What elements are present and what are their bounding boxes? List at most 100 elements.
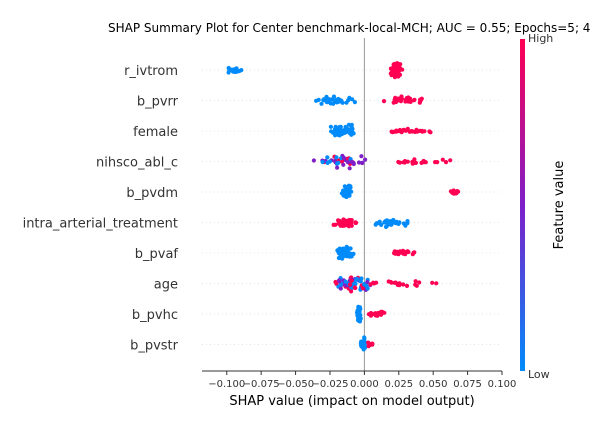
shap-point-female	[346, 122, 351, 127]
shap-point-nihsco_abl_c	[360, 160, 365, 165]
shap-point-b_pvrr	[324, 94, 329, 99]
shap-point-intra_arterial_treatment	[383, 224, 389, 229]
shap-point-age	[413, 282, 418, 287]
x-tick-label: −0.100	[208, 379, 245, 390]
x-tick-label: −0.075	[243, 379, 280, 390]
shap-point-r_ivtrom	[237, 69, 242, 74]
shap-point-intra_arterial_treatment	[377, 219, 382, 224]
colorbar-high-label: High	[528, 32, 553, 45]
shap-point-age	[368, 282, 373, 287]
shap-point-r_ivtrom	[394, 62, 399, 67]
shap-point-nihsco_abl_c	[335, 161, 340, 166]
shap-point-b_pvaf	[410, 252, 415, 257]
shap-point-female	[409, 129, 414, 134]
shap-point-b_pvrr	[340, 100, 345, 105]
shap-point-b_pvrr	[352, 100, 357, 105]
shap-point-female	[349, 122, 354, 127]
shap-point-b_pvstr	[362, 336, 367, 341]
shap-point-b_pvhc	[374, 313, 379, 318]
shap-point-r_ivtrom	[234, 66, 239, 71]
shap-point-b_pvrr	[398, 99, 403, 104]
colorbar-title: Feature value	[552, 161, 567, 250]
x-axis-label: SHAP value (impact on model output)	[229, 394, 474, 409]
shap-point-female	[333, 133, 338, 138]
shap-point-nihsco_abl_c	[448, 158, 453, 163]
shap-point-b_pvrr	[319, 101, 324, 106]
shap-point-nihsco_abl_c	[335, 165, 340, 170]
shap-point-age	[353, 285, 358, 291]
shap-point-female	[389, 129, 394, 134]
shap-point-nihsco_abl_c	[341, 162, 346, 167]
shap-point-b_pvhc	[356, 318, 362, 324]
shap-point-age	[386, 279, 391, 284]
shap-point-b_pvdm	[349, 189, 354, 194]
shap-point-b_pvhc	[355, 310, 360, 315]
feature-label-b_pvdm: b_pvdm	[126, 186, 178, 201]
shap-point-b_pvaf	[340, 256, 345, 261]
shap-point-nihsco_abl_c	[345, 160, 350, 165]
shap-point-age	[417, 280, 422, 285]
shap-point-age	[397, 282, 402, 287]
shap-point-age	[362, 282, 367, 287]
shap-point-intra_arterial_treatment	[341, 217, 346, 222]
shap-point-r_ivtrom	[393, 74, 398, 79]
shap-point-b_pvrr	[332, 99, 337, 104]
shap-point-b_pvstr	[359, 343, 364, 348]
feature-label-nihsco_abl_c: nihsco_abl_c	[96, 156, 178, 171]
shap-point-intra_arterial_treatment	[344, 221, 349, 226]
x-tick-label: 0.100	[488, 379, 517, 390]
shap-point-b_pvrr	[404, 96, 409, 101]
shap-point-b_pvaf	[392, 251, 397, 256]
x-tick-label: 0.075	[453, 379, 482, 390]
shap-point-nihsco_abl_c	[363, 157, 368, 162]
shap-point-nihsco_abl_c	[356, 160, 362, 165]
shap-point-b_pvaf	[400, 248, 406, 253]
shap-point-intra_arterial_treatment	[394, 220, 399, 225]
feature-label-b_pvaf: b_pvaf	[135, 247, 179, 262]
shap-point-age	[434, 281, 439, 286]
x-tick-label: −0.025	[311, 379, 348, 390]
shap-point-intra_arterial_treatment	[386, 222, 391, 227]
shap-point-female	[419, 128, 424, 134]
shap-point-age	[349, 278, 354, 283]
x-tick-label: 0.025	[384, 379, 413, 390]
shap-point-female	[347, 130, 352, 136]
shap-point-female	[337, 126, 342, 131]
shap-point-nihsco_abl_c	[349, 159, 354, 164]
shap-point-b_pvaf	[396, 252, 401, 257]
shap-point-r_ivtrom	[389, 73, 394, 78]
feature-label-age: age	[154, 278, 178, 293]
shap-point-intra_arterial_treatment	[349, 218, 354, 223]
shap-point-b_pvaf	[406, 249, 411, 255]
shap-point-b_pvdm	[343, 185, 348, 190]
shap-point-nihsco_abl_c	[420, 160, 425, 165]
shap-point-b_pvaf	[346, 252, 352, 257]
shap-point-b_pvdm	[339, 191, 344, 196]
shap-point-age	[354, 276, 359, 281]
shap-point-intra_arterial_treatment	[348, 222, 353, 228]
shap-point-nihsco_abl_c	[443, 160, 449, 165]
shap-point-nihsco_abl_c	[320, 159, 325, 165]
shap-point-b_pvstr	[361, 347, 366, 352]
shap-point-b_pvaf	[348, 246, 353, 251]
shap-point-age	[404, 283, 410, 288]
shap-point-b_pvrr	[393, 99, 398, 104]
shap-point-b_pvrr	[406, 99, 411, 104]
shap-point-female	[397, 129, 402, 134]
shap-point-nihsco_abl_c	[327, 159, 332, 164]
feature-label-intra_arterial_treatment: intra_arterial_treatment	[23, 217, 178, 232]
shap-point-intra_arterial_treatment	[384, 218, 389, 223]
shap-point-nihsco_abl_c	[359, 154, 364, 159]
shap-point-b_pvdm	[342, 189, 347, 194]
shap-point-female	[328, 124, 333, 129]
shap-point-age	[413, 279, 418, 284]
shap-point-b_pvrr	[411, 98, 416, 103]
feature-label-b_pvstr: b_pvstr	[130, 339, 179, 354]
shap-point-b_pvhc	[382, 310, 387, 315]
shap-point-intra_arterial_treatment	[405, 221, 410, 226]
shap-point-age	[401, 282, 406, 287]
shap-point-b_pvrr	[418, 97, 423, 102]
feature-label-b_pvrr: b_pvrr	[137, 95, 179, 110]
